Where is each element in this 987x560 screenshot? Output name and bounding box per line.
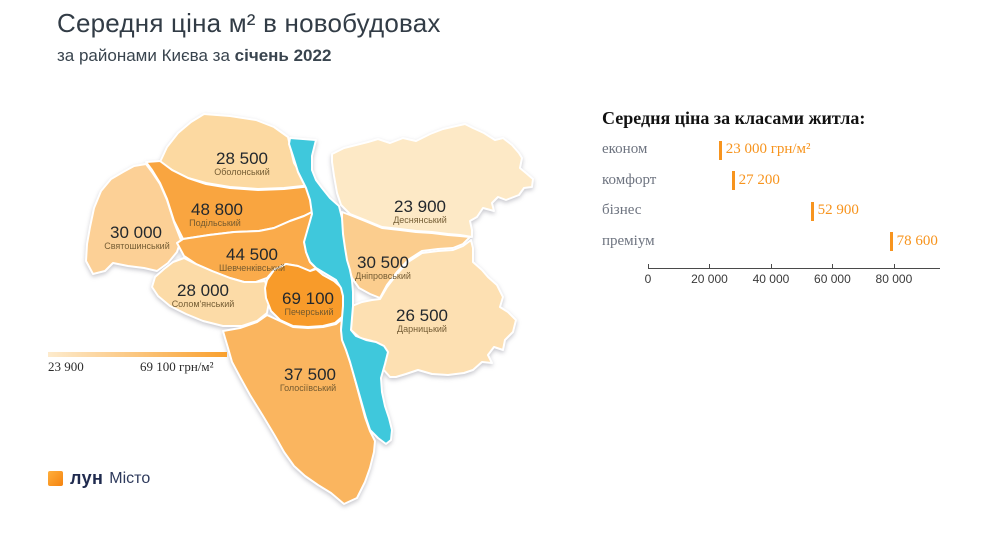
district-name-label: Подільський: [189, 218, 241, 228]
price-marker-biznes: [810, 201, 814, 221]
x-axis-tick-label-0: 0: [644, 272, 652, 286]
district-value-label: 23 900: [394, 197, 446, 216]
subtitle-text: за районами Києва за: [57, 46, 235, 65]
x-axis-tick-1: [709, 264, 711, 268]
class-label-biznes: бізнес: [602, 202, 642, 218]
class-label-ekonom: економ: [602, 141, 648, 157]
district-name-label: Святошинський: [104, 241, 169, 251]
district-value-label: 44 500: [226, 245, 278, 264]
lun-logo-mark-icon: [48, 471, 63, 486]
price-value-biznes: 52 900: [817, 202, 859, 218]
dnipro-river-shape: [288, 137, 393, 445]
district-name-label: Оболонський: [214, 167, 269, 177]
price-marker-komfort: [731, 171, 735, 190]
district-name-label: Солом'янський: [172, 299, 235, 309]
price-marker-ekonom: [718, 140, 722, 160]
district-name-label: Дніпровський: [355, 271, 411, 281]
class-chart-title: Середня ціна за класами житла:: [602, 108, 866, 128]
district-shape-holosiivskyi: [222, 314, 376, 505]
price-by-class-chart: Середня ціна за класами житла: економ 23 …: [600, 108, 987, 298]
district-value-label: 26 500: [396, 306, 448, 325]
price-value-premium: 78 600: [896, 232, 938, 249]
x-axis-tick-label-2: 40 000: [752, 272, 790, 286]
x-axis-tick-label-1: 20 000: [691, 272, 728, 286]
district-value-label: 28 500: [216, 149, 268, 168]
legend-max-label: 69 100 грн/м²: [140, 359, 214, 374]
district-value-label: 30 000: [110, 223, 162, 242]
price-value-ekonom: 23 000 грн/м²: [725, 141, 811, 157]
x-axis-tick-4: [893, 264, 895, 268]
legend-labels: 23 900 69 100 грн/м²: [48, 359, 248, 374]
district-name-label: Голосіївський: [280, 383, 336, 393]
price-marker-premium: [889, 232, 893, 251]
district-shape-sviatoshynskyi: [85, 163, 182, 275]
district-value-label: 69 100: [282, 289, 334, 308]
subtitle-period: січень 2022: [234, 46, 332, 65]
map-color-legend: 23 900 69 100 грн/м²: [48, 352, 248, 374]
district-value-label: 30 500: [357, 253, 409, 272]
district-name-label: Шевченківський: [219, 263, 285, 273]
legend-min-label: 23 900: [48, 359, 84, 374]
lun-misto-logo: лун Місто: [48, 468, 150, 489]
x-axis-tick-label-4: 80 000: [875, 272, 913, 286]
class-label-premium: преміум: [602, 232, 655, 249]
district-shape-solomianskyi: [151, 257, 270, 327]
district-value-label: 48 800: [191, 200, 243, 219]
district-value-label: 28 000: [177, 281, 229, 300]
misto-logo-text: Місто: [109, 469, 151, 487]
district-value-label: 37 500: [284, 365, 336, 384]
page-title: Середня ціна м² в новобудовах: [57, 8, 441, 38]
district-name-label: Дарницький: [397, 324, 447, 334]
lun-logo-text: лун: [70, 468, 104, 488]
legend-gradient-bar: [48, 352, 227, 357]
x-axis-tick-0: [648, 264, 649, 268]
class-label-komfort: комфорт: [602, 171, 657, 188]
page-subtitle: за районами Києва за січень 2022: [57, 46, 441, 66]
x-axis-line: [648, 268, 940, 269]
x-axis-tick-3: [832, 264, 834, 268]
x-axis-tick-2: [770, 264, 772, 268]
header: Середня ціна м² в новобудовах за районам…: [57, 8, 441, 66]
price-value-komfort: 27 200: [738, 171, 780, 188]
district-name-label: Деснянський: [393, 215, 447, 225]
district-name-label: Печерський: [284, 307, 333, 317]
x-axis-tick-label-3: 60 000: [814, 272, 851, 286]
